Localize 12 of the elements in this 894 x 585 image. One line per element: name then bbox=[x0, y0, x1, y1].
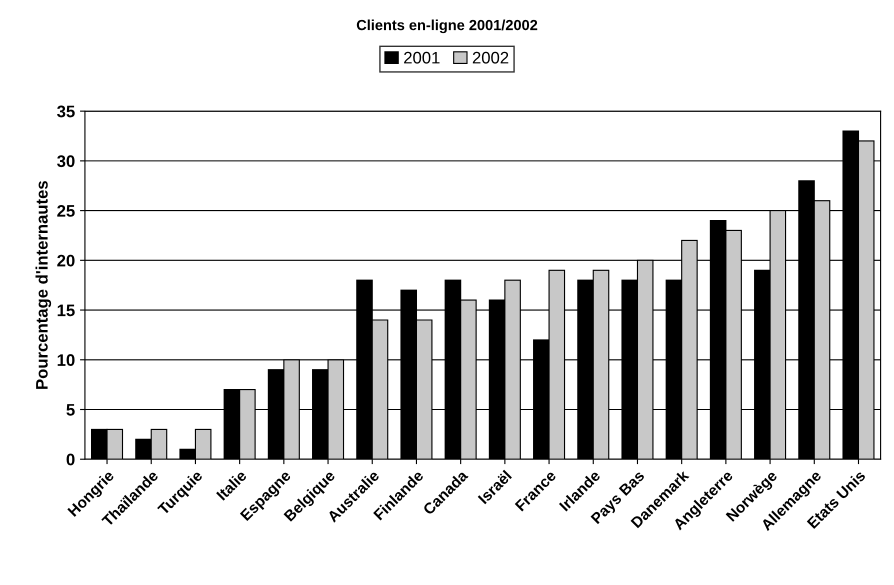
y-axis-title: Pourcentage d'internautes bbox=[36, 181, 52, 389]
y-tick-label: 20 bbox=[57, 254, 75, 267]
legend-label: 2002 bbox=[472, 52, 508, 64]
chart-title: Clients en-ligne 2001/2002 bbox=[356, 19, 538, 34]
y-tick-label: 0 bbox=[66, 454, 75, 466]
y-tick-label: 35 bbox=[57, 106, 75, 118]
y-tick-label: 10 bbox=[58, 354, 75, 366]
y-tick-label: 15 bbox=[58, 304, 75, 316]
y-tick-label: 30 bbox=[57, 155, 75, 168]
y-tick-label: 25 bbox=[57, 205, 75, 217]
y-tick-label: 5 bbox=[66, 404, 75, 416]
legend-label: 2001 bbox=[404, 52, 440, 64]
